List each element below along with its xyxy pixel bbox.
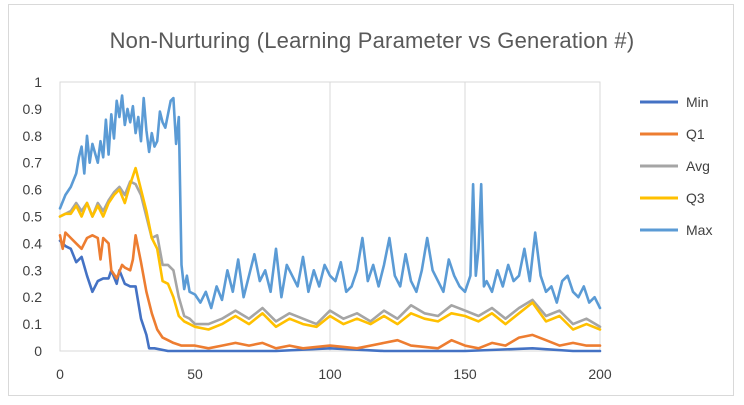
x-tick-label: 50: [187, 366, 203, 382]
y-tick-label: 0.3: [23, 262, 43, 278]
chart-frame: [8, 4, 734, 396]
x-tick-label: 100: [318, 366, 342, 382]
series-line-min: [58, 239, 602, 353]
y-tick-label: 1: [34, 74, 42, 90]
y-tick-label: 0.9: [23, 101, 43, 117]
series-lines: [58, 94, 602, 353]
y-tick-label: 0: [34, 343, 42, 359]
x-tick-label: 200: [588, 366, 612, 382]
x-tick-label: 150: [453, 366, 477, 382]
x-tick-label: 0: [56, 366, 64, 382]
legend-label-q1: Q1: [686, 126, 705, 142]
series-line-max: [58, 94, 602, 310]
y-tick-label: 0.8: [23, 128, 43, 144]
series-line-q3: [58, 166, 602, 331]
y-tick-label: 0.4: [23, 235, 43, 251]
y-tick-label: 0.7: [23, 155, 43, 171]
series-line-q1: [58, 231, 602, 350]
legend-label-avg: Avg: [686, 158, 710, 174]
y-tick-label: 0.1: [23, 316, 43, 332]
legend: Min Q1 Avg Q3 Max: [640, 94, 712, 238]
chart-title: Non-Nurturing (Learning Parameter vs Gen…: [109, 28, 635, 53]
legend-label-min: Min: [686, 94, 709, 110]
axes: 0 50 100 150 200 0 0.1 0.2 0.3 0.4 0.5 0.6 0.7 0.8 0.9…: [23, 74, 612, 382]
y-tick-label: 0.5: [23, 209, 43, 225]
y-tick-label: 0.2: [23, 289, 43, 305]
series-line-avg: [58, 180, 602, 329]
gridlines: [59, 81, 601, 352]
y-tick-label: 0.6: [23, 182, 43, 198]
legend-label-max: Max: [686, 222, 712, 238]
legend-label-q3: Q3: [686, 190, 705, 206]
